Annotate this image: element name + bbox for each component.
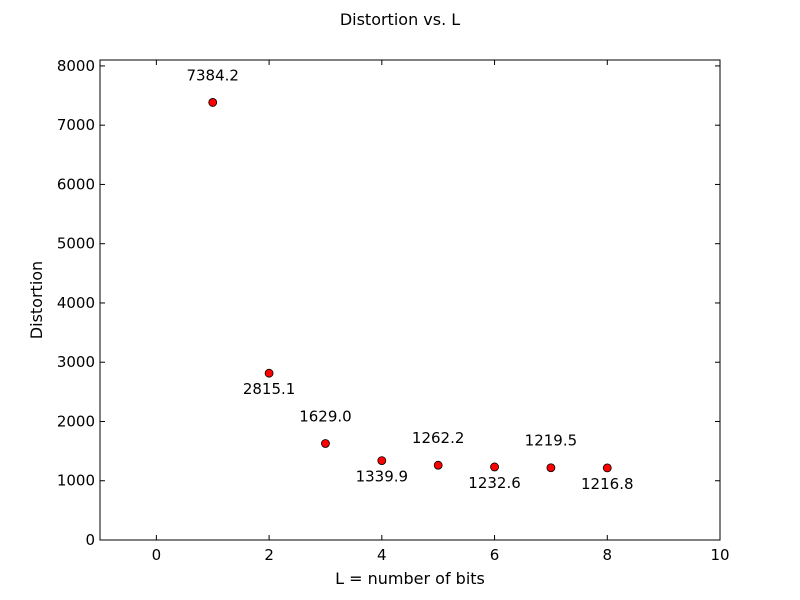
y-tick-label: 6000 xyxy=(57,175,95,193)
data-point xyxy=(264,368,274,378)
data-label: 1339.9 xyxy=(356,468,409,486)
x-tick-label: 2 xyxy=(264,546,274,564)
y-tick-label: 5000 xyxy=(57,235,95,253)
data-point xyxy=(546,463,556,473)
x-tick-label: 10 xyxy=(710,546,729,564)
data-point xyxy=(602,463,612,473)
x-tick-label: 8 xyxy=(602,546,612,564)
data-point xyxy=(433,460,443,470)
data-label: 7384.2 xyxy=(186,66,239,84)
axis-ticks: 0 2 4 6 8 10 0 1000 2000 3000 4000 5000 6000 7000 8000 xyxy=(57,57,730,564)
y-tick-label: 8000 xyxy=(57,57,95,75)
data-point xyxy=(377,456,387,465)
y-tick-label: 3000 xyxy=(57,353,95,371)
y-tick-label: 7000 xyxy=(57,116,95,134)
data-label: 2815.1 xyxy=(243,380,296,398)
y-axis-label: Distortion xyxy=(27,261,46,339)
plot-frame xyxy=(99,59,721,541)
x-tick-label: 6 xyxy=(490,546,500,564)
data-point xyxy=(490,462,499,472)
y-tick-label: 4000 xyxy=(57,294,95,312)
y-tick-label: 1000 xyxy=(57,472,95,490)
data-label: 1629.0 xyxy=(299,407,352,425)
x-axis-label: L = number of bits xyxy=(335,569,485,588)
chart-title: Distortion vs. L xyxy=(340,10,460,29)
data-label: 1216.8 xyxy=(581,475,634,493)
data-label: 1232.6 xyxy=(468,474,521,492)
data-point xyxy=(208,98,218,107)
x-tick-label: 0 xyxy=(152,546,162,564)
data-point xyxy=(321,439,330,448)
data-label: 1219.5 xyxy=(525,432,578,450)
x-tick-label: 4 xyxy=(377,546,387,564)
data-label: 1262.2 xyxy=(412,429,465,447)
y-tick-label: 2000 xyxy=(57,412,95,430)
y-tick-label: 0 xyxy=(85,531,95,549)
